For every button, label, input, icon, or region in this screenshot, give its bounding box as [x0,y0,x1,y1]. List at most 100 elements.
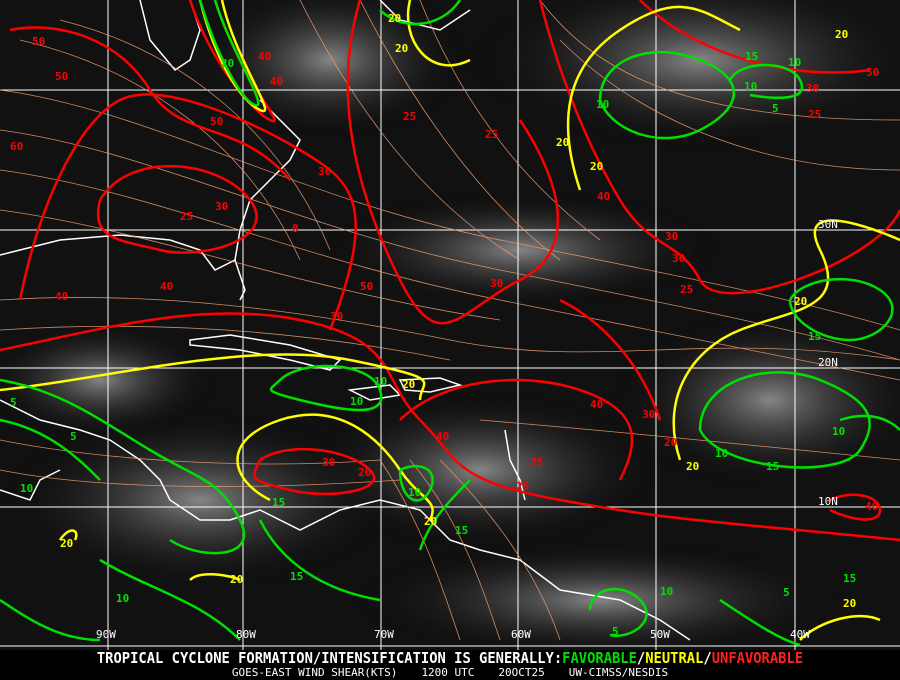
product-source: UW-CIMSS/NESDIS [568,666,669,679]
legend-separator: / [703,649,712,667]
contour-label: 25 [808,108,821,121]
contour-label: 15 [290,570,303,583]
contour-label: 10 [660,585,673,598]
contour-label: 40 [436,430,449,443]
product-info: GOES-EAST WIND SHEAR(KTS) 1200 UTC 20OCT25… [0,667,900,679]
contour-label: 25 [530,456,543,469]
contour-label: 30 [318,165,331,178]
contour-label: 10 [832,425,845,438]
product-name: GOES-EAST WIND SHEAR(KTS) [231,666,398,679]
contour-label: 20 [794,295,807,308]
formation-legend: TROPICAL CYCLONE FORMATION/INTENSIFICATI… [36,650,864,667]
lon-label: 90W [96,628,116,641]
streamlines [0,0,900,641]
product-time: 1200 UTC [421,666,475,679]
contour-label: 30 [672,252,685,265]
latitude-labels: 30N 20N 10N [818,218,838,508]
lon-label: 60W [511,628,531,641]
contour-label: 20 [686,460,699,473]
contour-label: 10 [596,98,609,111]
contour-label: 10 [116,592,129,605]
contour-label: 15 [808,330,821,343]
contour-label: 15 [843,572,856,585]
contour-label: 5 [612,625,619,638]
contour-label: 20 [664,436,677,449]
contour-label: 50 [210,115,223,128]
contour-label: 25 [516,480,529,493]
product-date: 20OCT25 [498,666,545,679]
longitude-labels: 90W 80W 70W 60W 50W 40W [96,628,810,641]
contour-label: 20 [221,57,234,70]
lon-label: 40W [790,628,810,641]
contour-label: 20 [424,515,437,528]
contour-label: 20 [843,597,856,610]
legend-favorable: FAVORABLE [562,649,637,667]
legend-separator: / [636,649,646,667]
contour-label: 20 [556,136,569,149]
contour-label: 40 [597,190,610,203]
contour-label: 5 [10,396,17,409]
contour-label: 40 [270,75,283,88]
contour-label: 25 [180,210,193,223]
legend-unfavorable: UNFAVORABLE [711,649,804,667]
lat-label: 30N [818,218,838,231]
contour-label: 40 [55,290,68,303]
contour-label: 25 [485,128,498,141]
contour-label: 50 [360,280,373,293]
neutral-contours [0,0,900,641]
contour-label: 10 [744,80,757,93]
contour-label: 50 [32,35,45,48]
contour-label: 20 [230,573,243,586]
contour-label: 40 [865,500,878,513]
contour-label: 30 [330,310,343,323]
contour-label: 10 [374,375,387,388]
contour-label: 30 [215,200,228,213]
contour-label: 0 [292,222,299,235]
contour-label: 10 [350,395,363,408]
contour-label: 10 [20,482,33,495]
contour-label: 10 [715,447,728,460]
shear-contours [0,0,900,647]
favorable-contours [0,0,900,647]
contour-label: 15 [745,50,758,63]
contour-label: 30 [806,82,819,95]
contour-label: 5 [70,430,77,443]
water-vapor-imagery [0,0,900,650]
contour-label: 40 [160,280,173,293]
unfavorable-contours [0,0,900,542]
lon-label: 50W [650,628,670,641]
contour-label: 30 [322,456,335,469]
legend-prefix: TROPICAL CYCLONE FORMATION/INTENSIFICATI… [96,649,563,667]
contour-label: 30 [665,230,678,243]
contour-label: 15 [766,460,779,473]
contour-label: 20 [402,378,415,391]
contour-label: 20 [388,12,401,25]
contour-label: 50 [866,66,879,79]
lat-label: 20N [818,356,838,369]
contour-label: 50 [55,70,68,83]
lon-label: 70W [374,628,394,641]
contour-label: 10 [788,56,801,69]
legend-neutral: NEUTRAL [645,649,704,667]
contour-label: 40 [258,50,271,63]
contour-label: 20 [358,466,371,479]
contour-label: 25 [403,110,416,123]
contour-label: 20 [60,537,73,550]
caption: TROPICAL CYCLONE FORMATION/INTENSIFICATI… [0,650,900,680]
contour-label: 5 [783,586,790,599]
lat-label: 10N [818,495,838,508]
contour-label: 20 [590,160,603,173]
contour-label: 30 [490,277,503,290]
contour-label: 15 [272,496,285,509]
contour-label: 10 [408,486,421,499]
contour-label: 30 [642,408,655,421]
contour-label: 25 [680,283,693,296]
contour-label: 5 [772,102,779,115]
contour-label: 20 [835,28,848,41]
contour-label: 15 [455,524,468,537]
contour-label: 40 [590,398,603,411]
contour-label: 20 [395,42,408,55]
